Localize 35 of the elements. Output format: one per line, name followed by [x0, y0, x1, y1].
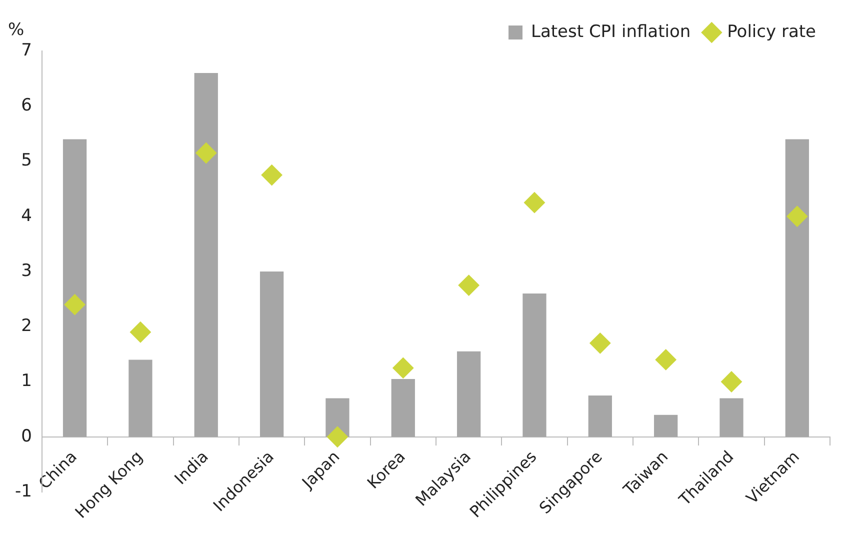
y-tick-label: 0 — [21, 426, 32, 446]
point — [524, 192, 545, 214]
y-tick-label: 2 — [21, 316, 32, 336]
point — [655, 349, 676, 370]
y-tick-label: 3 — [21, 260, 32, 281]
point — [786, 206, 808, 227]
point — [130, 322, 151, 343]
point — [196, 142, 217, 164]
point — [590, 332, 611, 354]
point — [64, 294, 86, 316]
bar — [720, 398, 744, 437]
y-tick-label: 1 — [21, 371, 32, 392]
bar — [522, 294, 546, 437]
y-tick-label: 4 — [21, 206, 32, 226]
bar — [654, 414, 678, 437]
bar — [62, 139, 87, 437]
point — [261, 164, 282, 186]
legend-label: Latest CPI inflation — [531, 22, 691, 42]
bar — [785, 139, 809, 437]
bar — [260, 272, 284, 437]
bar — [391, 378, 415, 437]
bar — [128, 360, 152, 437]
point — [720, 371, 742, 392]
y-tick-label: -1 — [14, 481, 32, 502]
y-axis-title: % — [8, 20, 24, 40]
y-tick-label: 5 — [21, 150, 32, 171]
point — [458, 274, 480, 296]
y-tick-label: 6 — [21, 96, 32, 116]
legend-label: Policy rate — [727, 22, 816, 42]
point — [392, 357, 414, 378]
bar — [194, 73, 218, 437]
bar — [588, 396, 612, 437]
bar — [456, 351, 481, 437]
point — [326, 426, 348, 448]
y-tick-label: 7 — [21, 40, 32, 60]
